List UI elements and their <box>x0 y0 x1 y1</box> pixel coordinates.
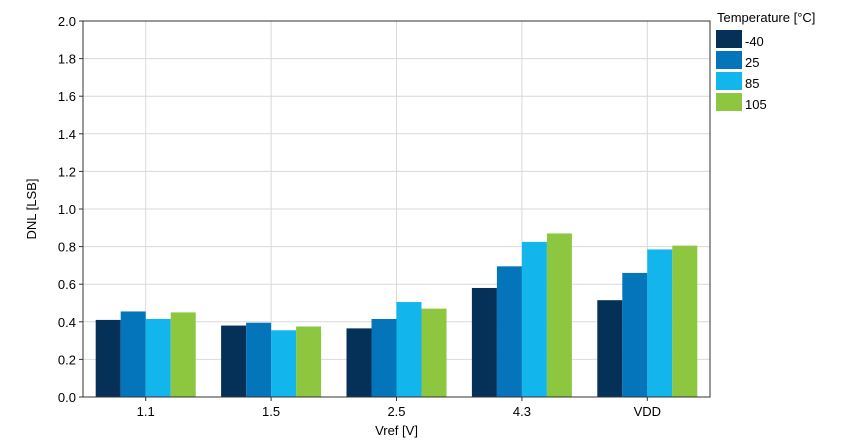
legend-label: -40 <box>745 34 764 49</box>
bar--40-1.5 <box>221 325 247 397</box>
y-tick-label: 0.2 <box>58 352 76 367</box>
bar-85-VDD <box>647 249 673 397</box>
bar-105-2.5 <box>421 308 447 397</box>
legend-swatch-85 <box>716 72 742 90</box>
y-tick-label: 1.2 <box>58 164 76 179</box>
bar-105-4.3 <box>546 233 572 397</box>
y-tick-label: 1.0 <box>58 202 76 217</box>
y-tick-label: 1.6 <box>58 89 76 104</box>
legend-swatch-105 <box>716 93 742 111</box>
bar--40-4.3 <box>471 287 497 397</box>
legend-title: Temperature [°C] <box>717 10 815 25</box>
legend-label: 105 <box>745 97 767 112</box>
bar-85-4.3 <box>521 241 547 397</box>
bar--40-1.1 <box>95 319 121 397</box>
bar--40-VDD <box>597 300 623 397</box>
y-tick-label: 1.4 <box>58 127 76 142</box>
x-tick-label: VDD <box>634 404 661 419</box>
legend-label: 25 <box>745 55 759 70</box>
bar-85-1.1 <box>145 318 171 397</box>
y-tick-label: 2.0 <box>58 14 76 29</box>
y-tick-label: 0.4 <box>58 315 76 330</box>
legend: Temperature [°C] -40 25 85 105 <box>716 10 815 112</box>
bar-105-1.1 <box>170 312 196 397</box>
x-tick-label: 4.3 <box>513 404 531 419</box>
legend-swatch-25 <box>716 51 742 69</box>
y-tick-label: 1.8 <box>58 52 76 67</box>
bar-85-2.5 <box>396 302 422 397</box>
y-tick-label: 0.0 <box>58 390 76 405</box>
legend-label: 85 <box>745 76 759 91</box>
bar-105-VDD <box>672 245 698 397</box>
y-axis-title: DNL [LSB] <box>24 179 39 240</box>
bar-25-VDD <box>622 272 648 397</box>
bar-25-1.1 <box>120 311 146 397</box>
bar--40-2.5 <box>346 328 372 397</box>
x-axis-ticks: 1.1 1.5 2.5 4.3 VDD <box>137 397 661 419</box>
bar-25-4.3 <box>496 266 522 397</box>
y-axis-ticks: 0.0 0.2 0.4 0.6 0.8 1.0 1.2 1.4 1.6 1.8 2.0 <box>58 14 83 405</box>
y-tick-label: 0.6 <box>58 277 76 292</box>
x-tick-label: 2.5 <box>387 404 405 419</box>
bar-105-1.5 <box>296 326 322 397</box>
legend-swatch--40 <box>716 30 742 48</box>
bar-25-1.5 <box>246 322 272 397</box>
x-tick-label: 1.5 <box>262 404 280 419</box>
bars <box>95 233 698 397</box>
x-tick-label: 1.1 <box>137 404 155 419</box>
bar-85-1.5 <box>271 330 297 397</box>
bar-25-2.5 <box>371 318 397 397</box>
y-tick-label: 0.8 <box>58 240 76 255</box>
x-axis-title: Vref [V] <box>375 423 418 438</box>
